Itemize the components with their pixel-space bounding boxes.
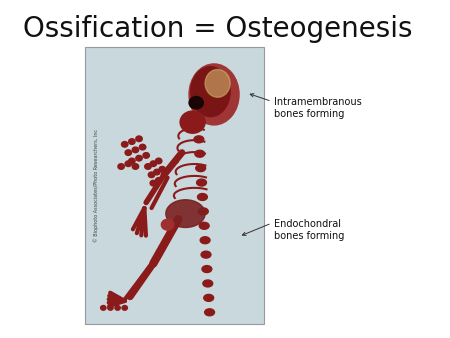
FancyBboxPatch shape (86, 47, 264, 324)
Ellipse shape (203, 280, 213, 287)
Ellipse shape (202, 266, 212, 272)
Text: Ossification = Osteogenesis: Ossification = Osteogenesis (23, 15, 413, 43)
Circle shape (189, 97, 203, 109)
Circle shape (108, 306, 113, 310)
Ellipse shape (200, 237, 210, 244)
Ellipse shape (204, 294, 214, 301)
Circle shape (136, 155, 142, 161)
Ellipse shape (194, 136, 204, 143)
Ellipse shape (196, 165, 206, 172)
Text: Endochondral
bones forming: Endochondral bones forming (274, 219, 344, 241)
Circle shape (122, 142, 128, 147)
Circle shape (118, 164, 124, 169)
Circle shape (129, 139, 135, 144)
Circle shape (145, 164, 151, 169)
Circle shape (150, 180, 157, 186)
Ellipse shape (201, 251, 211, 258)
Ellipse shape (197, 179, 207, 186)
Circle shape (129, 158, 135, 164)
Circle shape (132, 164, 139, 169)
Circle shape (140, 144, 146, 150)
Circle shape (150, 161, 157, 167)
Ellipse shape (205, 70, 230, 97)
Ellipse shape (199, 222, 209, 229)
Ellipse shape (198, 208, 208, 215)
Ellipse shape (205, 309, 215, 316)
Ellipse shape (191, 67, 230, 117)
Ellipse shape (166, 200, 205, 227)
Circle shape (136, 136, 142, 142)
Ellipse shape (180, 111, 205, 133)
Ellipse shape (195, 150, 205, 157)
Circle shape (125, 161, 131, 167)
Text: © Biophoto Associates/Photo Researchers, Inc: © Biophoto Associates/Photo Researchers,… (93, 129, 99, 242)
Ellipse shape (198, 194, 207, 200)
Circle shape (143, 153, 149, 158)
Circle shape (162, 219, 174, 230)
Circle shape (155, 177, 162, 183)
Circle shape (155, 158, 162, 164)
Ellipse shape (189, 64, 239, 125)
Circle shape (132, 147, 139, 153)
Circle shape (153, 169, 160, 175)
Circle shape (115, 306, 120, 310)
Circle shape (122, 306, 127, 310)
Ellipse shape (193, 121, 203, 128)
Circle shape (159, 167, 166, 172)
Circle shape (101, 306, 106, 310)
Circle shape (148, 172, 155, 177)
Circle shape (125, 150, 131, 155)
Text: Intramembranous
bones forming: Intramembranous bones forming (274, 97, 361, 119)
